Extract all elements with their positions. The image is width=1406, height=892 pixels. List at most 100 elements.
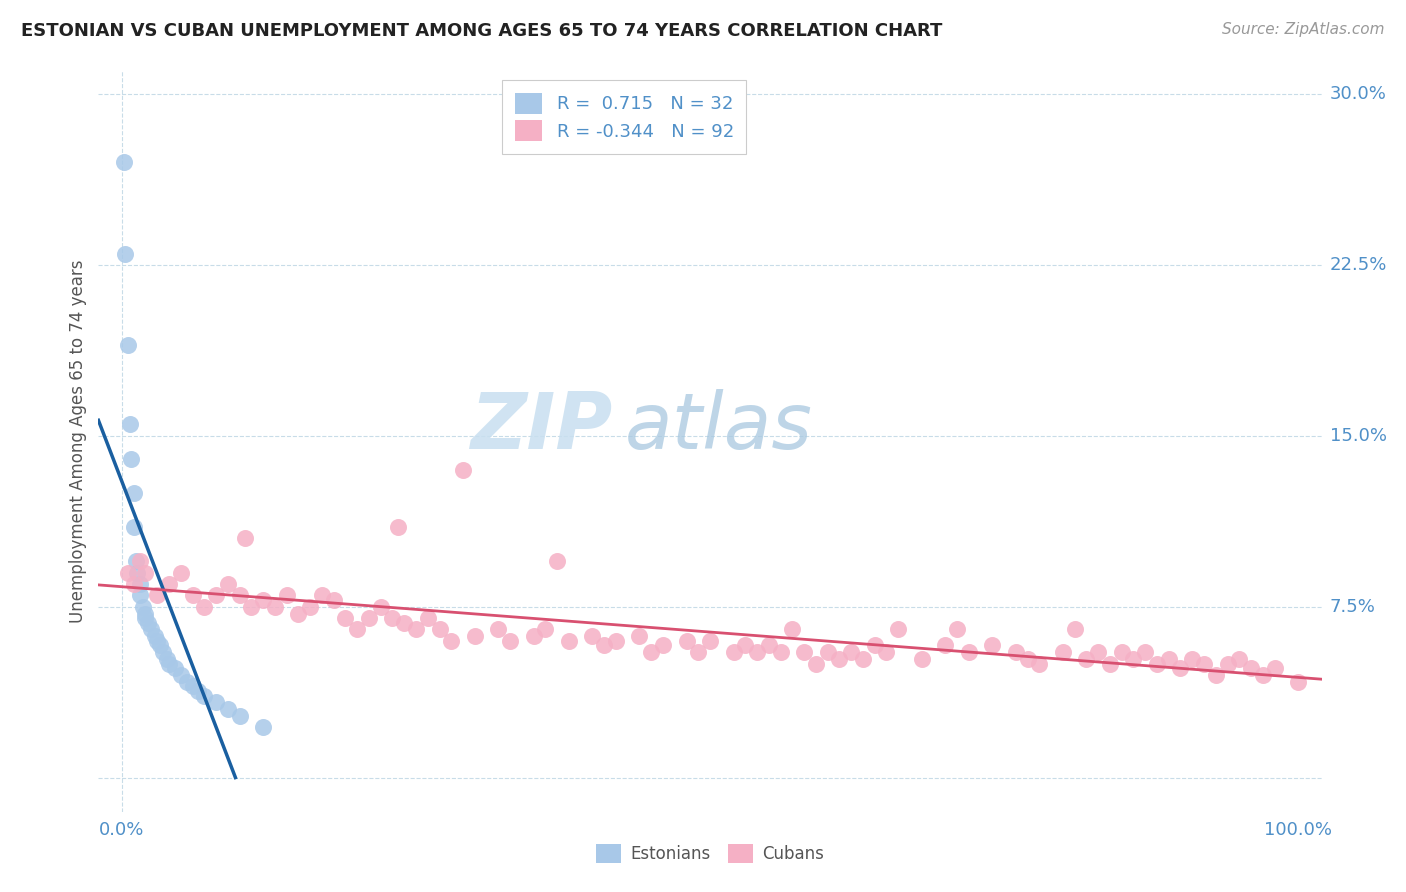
Point bbox=[193, 599, 215, 614]
Point bbox=[170, 668, 193, 682]
Point bbox=[120, 451, 142, 466]
Point bbox=[1028, 657, 1050, 671]
Point bbox=[387, 520, 409, 534]
Text: 15.0%: 15.0% bbox=[1330, 427, 1386, 445]
Point bbox=[1004, 645, 1026, 659]
Point bbox=[311, 588, 333, 602]
Point bbox=[276, 588, 298, 602]
Point bbox=[628, 629, 651, 643]
Point bbox=[1192, 657, 1215, 671]
Point bbox=[546, 554, 568, 568]
Point bbox=[464, 629, 486, 643]
Point bbox=[122, 577, 145, 591]
Point bbox=[252, 721, 274, 735]
Point bbox=[911, 652, 934, 666]
Point bbox=[117, 566, 139, 580]
Point bbox=[346, 623, 368, 637]
Point bbox=[134, 607, 156, 621]
Point bbox=[136, 615, 159, 630]
Point bbox=[688, 645, 710, 659]
Point bbox=[146, 588, 169, 602]
Point bbox=[451, 463, 474, 477]
Point bbox=[734, 639, 756, 653]
Point bbox=[640, 645, 662, 659]
Point bbox=[405, 623, 427, 637]
Point bbox=[416, 611, 439, 625]
Point bbox=[817, 645, 839, 659]
Point bbox=[605, 633, 627, 648]
Point bbox=[152, 645, 174, 659]
Point bbox=[1052, 645, 1074, 659]
Point bbox=[758, 639, 780, 653]
Point bbox=[370, 599, 392, 614]
Point bbox=[875, 645, 897, 659]
Point bbox=[534, 623, 557, 637]
Point bbox=[170, 566, 193, 580]
Point bbox=[1205, 668, 1227, 682]
Point bbox=[240, 599, 263, 614]
Point bbox=[946, 623, 969, 637]
Legend: Estonians, Cubans: Estonians, Cubans bbox=[589, 838, 831, 870]
Point bbox=[839, 645, 862, 659]
Point bbox=[114, 246, 136, 260]
Point bbox=[122, 520, 145, 534]
Point bbox=[157, 577, 180, 591]
Point bbox=[299, 599, 322, 614]
Point bbox=[1216, 657, 1239, 671]
Point bbox=[581, 629, 603, 643]
Point bbox=[440, 633, 463, 648]
Text: ESTONIAN VS CUBAN UNEMPLOYMENT AMONG AGES 65 TO 74 YEARS CORRELATION CHART: ESTONIAN VS CUBAN UNEMPLOYMENT AMONG AGE… bbox=[21, 22, 942, 40]
Point bbox=[887, 623, 910, 637]
Point bbox=[1076, 652, 1098, 666]
Point bbox=[675, 633, 697, 648]
Point bbox=[593, 639, 616, 653]
Point bbox=[205, 695, 228, 709]
Point bbox=[187, 684, 209, 698]
Point bbox=[1240, 661, 1263, 675]
Point bbox=[322, 592, 344, 607]
Text: ZIP: ZIP bbox=[470, 389, 612, 465]
Point bbox=[523, 629, 546, 643]
Point bbox=[156, 652, 179, 666]
Point bbox=[381, 611, 404, 625]
Point bbox=[394, 615, 416, 630]
Point bbox=[745, 645, 768, 659]
Point bbox=[357, 611, 380, 625]
Point bbox=[252, 592, 274, 607]
Point bbox=[128, 554, 150, 568]
Point bbox=[723, 645, 745, 659]
Text: 7.5%: 7.5% bbox=[1330, 598, 1376, 615]
Point bbox=[1135, 645, 1157, 659]
Point bbox=[143, 629, 166, 643]
Y-axis label: Unemployment Among Ages 65 to 74 years: Unemployment Among Ages 65 to 74 years bbox=[69, 260, 87, 624]
Point bbox=[120, 417, 142, 432]
Point bbox=[134, 566, 156, 580]
Point bbox=[127, 566, 149, 580]
Point bbox=[157, 657, 180, 671]
Point bbox=[1017, 652, 1039, 666]
Text: 30.0%: 30.0% bbox=[1330, 85, 1386, 103]
Point bbox=[652, 639, 675, 653]
Point bbox=[769, 645, 792, 659]
Point bbox=[122, 485, 145, 500]
Point bbox=[1157, 652, 1180, 666]
Point bbox=[217, 577, 239, 591]
Text: Source: ZipAtlas.com: Source: ZipAtlas.com bbox=[1222, 22, 1385, 37]
Text: atlas: atlas bbox=[624, 389, 813, 465]
Point bbox=[141, 623, 163, 637]
Point bbox=[287, 607, 309, 621]
Point bbox=[112, 155, 135, 169]
Point bbox=[1098, 657, 1121, 671]
Point bbox=[193, 689, 215, 703]
Point bbox=[1111, 645, 1133, 659]
Point bbox=[499, 633, 522, 648]
Point bbox=[128, 588, 150, 602]
Point bbox=[163, 661, 186, 675]
Point bbox=[146, 633, 169, 648]
Point bbox=[125, 554, 148, 568]
Point bbox=[1063, 623, 1085, 637]
Point bbox=[128, 577, 150, 591]
Point bbox=[134, 611, 156, 625]
Point bbox=[181, 588, 204, 602]
Point bbox=[1146, 657, 1168, 671]
